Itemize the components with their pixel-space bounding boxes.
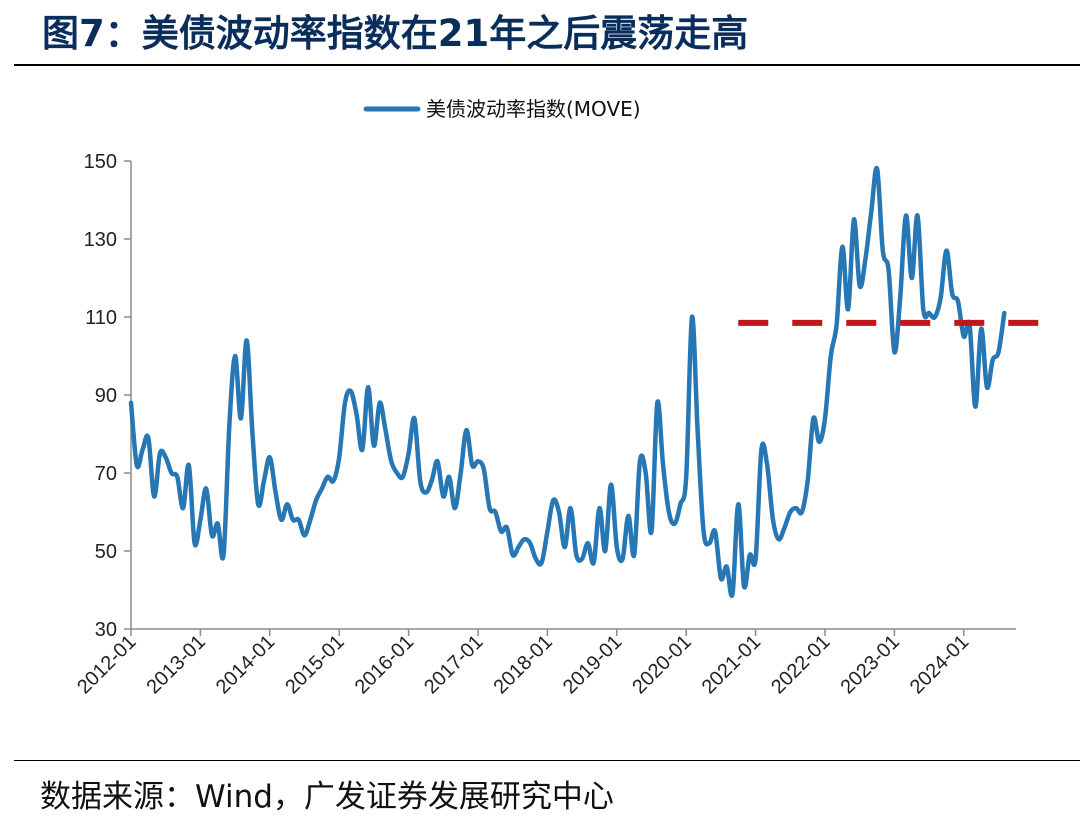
chart-legend: 美债波动率指数(MOVE) — [363, 97, 641, 121]
figure-title: 图7：美债波动率指数在21年之后震荡走高 — [42, 12, 749, 55]
x-tick-label: 2015-01 — [281, 631, 348, 698]
source-divider — [14, 760, 1080, 761]
y-tick-label: 50 — [95, 541, 117, 563]
y-tick-label: 110 — [85, 307, 117, 329]
x-tick-label: 2021-01 — [698, 631, 765, 698]
x-tick-label: 2012-01 — [73, 631, 140, 698]
x-tick-label: 2016-01 — [351, 631, 418, 698]
chart-plot-area — [128, 165, 1040, 599]
y-tick-label: 90 — [95, 385, 117, 407]
source-note: 数据来源：Wind，广发证券发展研究中心 — [40, 779, 614, 815]
x-tick-label: 2018-01 — [489, 631, 556, 698]
x-tick-label: 2022-01 — [767, 631, 834, 698]
y-tick-label: 130 — [84, 229, 117, 251]
y-tick-label: 30 — [95, 619, 117, 641]
x-tick-label: 2017-01 — [420, 631, 487, 698]
x-tick-label: 2020-01 — [628, 631, 695, 698]
x-tick-label: 2023-01 — [836, 631, 903, 698]
title-divider — [14, 64, 1080, 66]
x-tick-label: 2024-01 — [906, 631, 973, 698]
y-tick-label: 150 — [84, 151, 117, 173]
x-tick-label: 2014-01 — [212, 631, 279, 698]
x-tick-label: 2019-01 — [559, 631, 626, 698]
x-tick-label: 2013-01 — [142, 631, 209, 698]
series-line-move — [128, 165, 1007, 599]
y-tick-label: 70 — [95, 463, 117, 485]
legend-label-move: 美债波动率指数(MOVE) — [426, 97, 641, 121]
